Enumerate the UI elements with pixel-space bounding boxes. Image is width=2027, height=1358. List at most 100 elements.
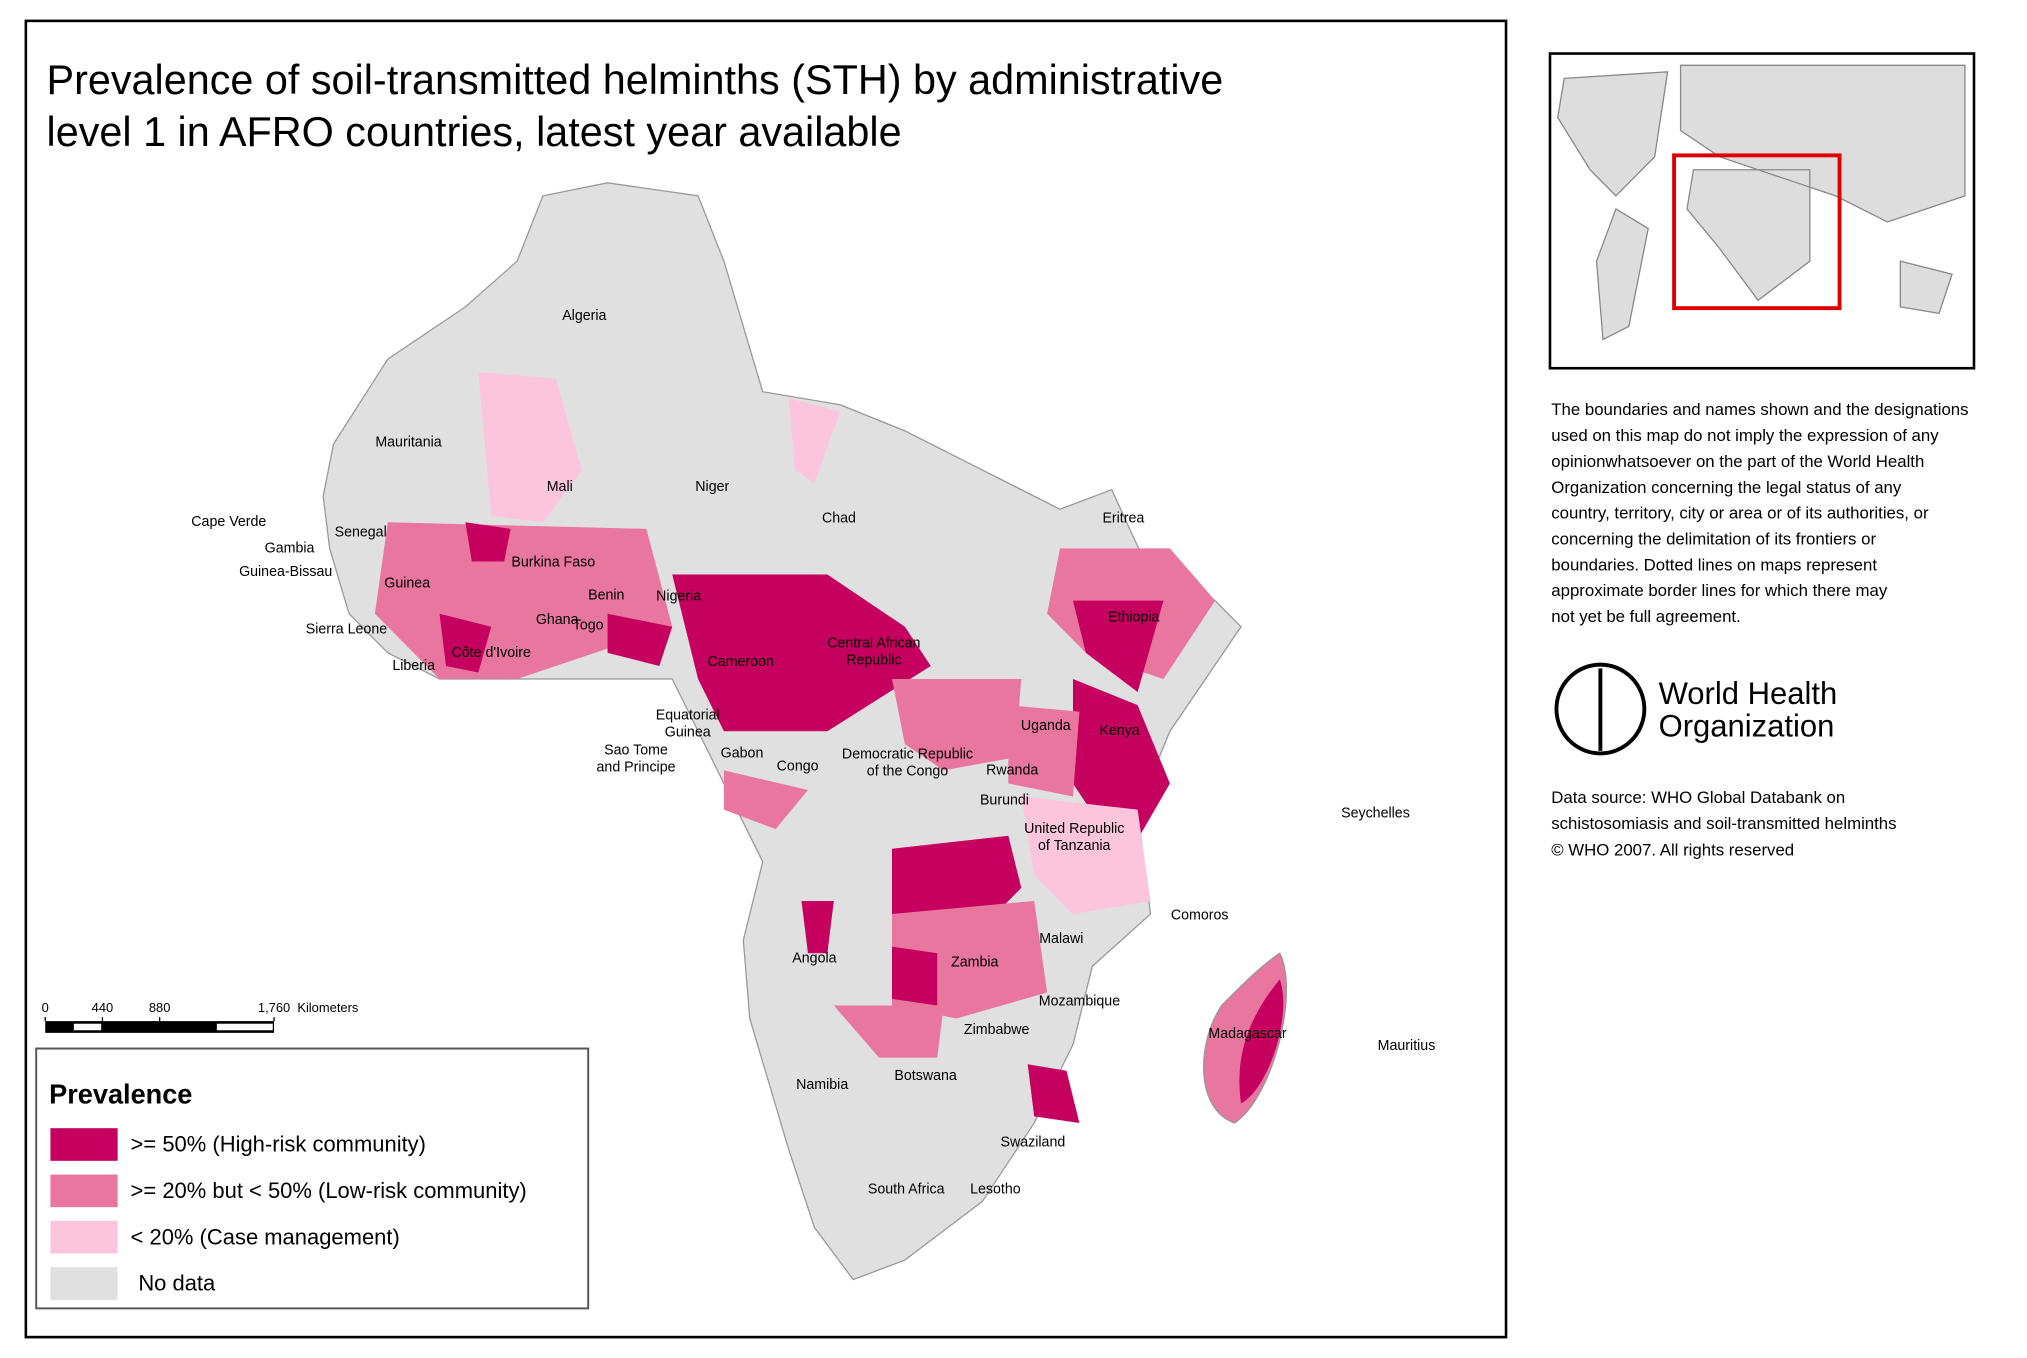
region xyxy=(891,679,1022,771)
country-label-line: of Tanzania xyxy=(1038,838,1110,854)
country-label-line: Republic xyxy=(846,653,901,669)
country-label-line: Mali xyxy=(547,479,573,495)
scale-tick-label: 1,760 xyxy=(258,1000,290,1015)
country-label-line: Kenya xyxy=(1099,723,1139,739)
title-line: Prevalence of soil-transmitted helminths… xyxy=(47,56,1224,103)
country-label-line: Swaziland xyxy=(1000,1134,1065,1150)
country-label-line: United Republic xyxy=(1024,821,1124,837)
disclaimer: The boundaries and names shown and the d… xyxy=(1551,400,1968,626)
disclaimer-line: The boundaries and names shown and the d… xyxy=(1551,400,1968,419)
disclaimer-line: used on this map do not imply the expres… xyxy=(1551,426,1939,445)
country-label: Benin xyxy=(588,587,624,603)
country-label: Burundi xyxy=(980,792,1029,808)
landmass xyxy=(1557,64,1966,341)
country-label-line: Chad xyxy=(822,510,856,526)
country-label-line: Côte d'Ivoire xyxy=(452,645,531,661)
source-line: Data source: WHO Global Databank on xyxy=(1551,788,1845,807)
country-label-line: South Africa xyxy=(868,1181,945,1197)
scale-tick-label: 440 xyxy=(92,1000,114,1015)
country-label-line: Seychelles xyxy=(1341,805,1410,821)
region xyxy=(1239,979,1284,1104)
country-label-line: Gambia xyxy=(265,540,315,556)
data-source: Data source: WHO Global Databank on schis… xyxy=(1551,788,1896,859)
country-label-line: Zimbabwe xyxy=(964,1022,1030,1038)
scale-bar-segment xyxy=(73,1023,102,1031)
country-label-line: Guinea-Bissau xyxy=(239,564,332,580)
country-label-line: Niger xyxy=(695,479,729,495)
country-label-line: of the Congo xyxy=(867,764,948,780)
country-label-line: Congo xyxy=(777,758,819,774)
scale-bar-body xyxy=(45,1021,275,1033)
country-label: Sierra Leone xyxy=(306,621,387,637)
country-label: Sao Tome and Principe xyxy=(597,743,676,776)
country-label-line: Mozambique xyxy=(1039,993,1120,1009)
africa-map xyxy=(322,182,1287,1281)
disclaimer-line: approximate border lines for which there… xyxy=(1551,581,1888,600)
country-label: Uganda xyxy=(1021,718,1071,734)
legend-label: >= 50% (High-risk community) xyxy=(131,1132,426,1157)
country-label-line: Uganda xyxy=(1021,718,1071,734)
emblem xyxy=(1554,662,1647,756)
country-label-line: Sao Tome xyxy=(604,743,668,759)
country-label-line: Comoros xyxy=(1171,907,1229,923)
country-label: Kenya xyxy=(1099,723,1139,739)
country-label: Congo xyxy=(777,758,819,774)
country-label: Equatorial Guinea xyxy=(656,707,720,740)
legend-swatch xyxy=(50,1128,118,1161)
country-label-line: Ghana xyxy=(536,612,579,628)
region xyxy=(891,835,1022,928)
scale-tick-label: 880 xyxy=(149,1000,171,1015)
country-label: Lesotho xyxy=(970,1181,1021,1197)
country-label: Eritrea xyxy=(1102,510,1144,526)
source-line: © WHO 2007. All rights reserved xyxy=(1551,840,1794,859)
title-line: level 1 in AFRO countries, latest year a… xyxy=(47,108,902,155)
legend-swatch xyxy=(50,1220,118,1254)
country-label-line: Cameroon xyxy=(708,654,774,670)
country-label: Zimbabwe xyxy=(964,1022,1030,1038)
disclaimer-line: boundaries. Dotted lines on maps represe… xyxy=(1551,555,1877,574)
country-label-line: Eritrea xyxy=(1102,510,1144,526)
disclaimer-line: concerning the delimitation of its front… xyxy=(1551,529,1876,548)
who-logo: World Health Organization xyxy=(1554,662,1838,756)
logo-text: World Health xyxy=(1659,676,1838,711)
country-label: Ethiopia xyxy=(1108,609,1159,625)
legend-swatch xyxy=(50,1174,118,1208)
legend-label: < 20% (Case management) xyxy=(131,1224,400,1249)
country-label-line: Burkina Faso xyxy=(511,555,595,571)
country-label: Democratic Republic of the Congo xyxy=(842,747,973,780)
country-label: Togo xyxy=(573,617,604,633)
country-label: Gambia xyxy=(265,540,315,556)
country-label-line: Ethiopia xyxy=(1108,609,1159,625)
country-label: Guinea-Bissau xyxy=(239,564,332,580)
country-label-line: Guinea xyxy=(384,576,430,592)
country-label-line: Namibia xyxy=(796,1077,848,1093)
country-label-line: Madagascar xyxy=(1208,1026,1286,1042)
scale-unit: Kilometers xyxy=(297,1000,359,1015)
scale-bar-segment xyxy=(216,1023,273,1031)
disclaimer-line: opinionwhatsoever on the part of the Wor… xyxy=(1551,452,1924,471)
country-label-line: Lesotho xyxy=(970,1181,1021,1197)
scale-bar: 0 440 880 1,760 Kilometers xyxy=(42,1000,359,1033)
country-label-line: Mauritania xyxy=(375,435,441,451)
country-label-line: Democratic Republic xyxy=(842,747,973,763)
country-label: Comoros xyxy=(1171,907,1229,923)
country-label: United Republic of Tanzania xyxy=(1024,821,1124,854)
country-label: Ghana xyxy=(536,612,579,628)
country-label-line: Mauritius xyxy=(1378,1038,1436,1054)
country-label: Cape Verde xyxy=(191,514,266,530)
country-label: Central African Republic xyxy=(827,636,920,669)
region xyxy=(478,372,582,523)
region xyxy=(723,770,944,1058)
country-label: Guinea xyxy=(384,576,430,592)
country-label: Botswana xyxy=(894,1068,956,1084)
country-label-line: Equatorial xyxy=(656,707,720,723)
scale-tick-label: 0 xyxy=(42,1000,49,1015)
country-label-line: Central African xyxy=(827,636,920,652)
extent-box xyxy=(1672,153,1842,311)
disclaimer-line: not yet be full agreement. xyxy=(1551,607,1740,626)
country-label-line: Togo xyxy=(573,617,604,633)
madagascar xyxy=(1202,952,1287,1124)
region xyxy=(439,522,673,673)
country-label: Gabon xyxy=(721,745,764,761)
region xyxy=(1021,796,1151,915)
